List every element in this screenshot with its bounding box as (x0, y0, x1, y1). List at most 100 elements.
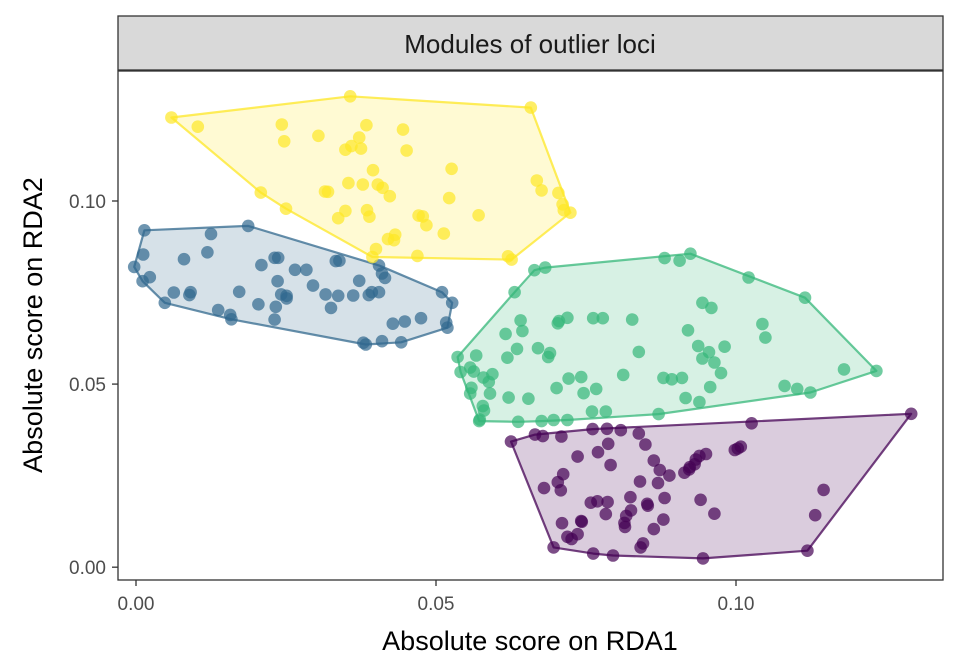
data-point (600, 422, 614, 436)
data-point (505, 253, 518, 266)
data-point (673, 254, 686, 267)
data-point (530, 174, 544, 187)
data-point (445, 296, 459, 310)
data-point (804, 386, 817, 399)
x-tick-label: 0.10 (718, 594, 755, 615)
data-point (699, 447, 713, 461)
chart-title: Modules of outlier loci (404, 29, 655, 59)
data-point (561, 413, 574, 427)
data-point (538, 261, 552, 274)
data-point (177, 252, 191, 266)
data-point (383, 189, 397, 203)
data-point (575, 515, 589, 529)
data-point (535, 414, 548, 428)
data-point (300, 263, 313, 277)
data-point (639, 438, 652, 451)
data-point (165, 111, 178, 124)
data-point (718, 340, 731, 354)
data-point (632, 345, 646, 359)
data-point (442, 191, 456, 205)
data-point (437, 227, 451, 240)
data-point (435, 285, 449, 299)
data-point (255, 258, 268, 272)
data-point (254, 186, 268, 199)
data-point (360, 118, 373, 132)
data-point (599, 405, 613, 418)
y-tick-label: 0.00 (69, 558, 106, 579)
data-point (191, 120, 205, 133)
data-point (571, 450, 584, 463)
data-point (691, 339, 705, 353)
panel-border (117, 70, 944, 581)
data-point (742, 271, 755, 284)
data-point (543, 346, 557, 360)
data-point (508, 285, 521, 299)
data-point (817, 483, 830, 497)
data-point (516, 324, 529, 338)
data-point (445, 162, 458, 176)
data-point (269, 300, 283, 314)
data-point (618, 516, 631, 530)
data-point (143, 270, 157, 284)
data-point (652, 407, 665, 421)
data-point (510, 342, 524, 356)
data-point (689, 453, 703, 466)
data-point (366, 163, 380, 177)
data-point (550, 381, 563, 395)
data-point (184, 285, 197, 299)
data-point (271, 251, 285, 265)
data-point (658, 251, 671, 265)
data-point (472, 209, 485, 222)
data-point (279, 202, 293, 215)
data-point (808, 508, 822, 522)
data-point (472, 414, 486, 428)
data-point (705, 301, 718, 315)
data-point (343, 90, 357, 103)
data-point (555, 516, 569, 530)
data-point (584, 496, 598, 510)
data-point (232, 285, 246, 299)
data-point (352, 131, 366, 144)
points-layer (127, 90, 918, 565)
data-point (904, 407, 918, 421)
data-point (454, 365, 467, 379)
data-point (371, 178, 385, 191)
data-point (552, 314, 566, 328)
data-point (658, 491, 671, 505)
data-point (536, 429, 550, 443)
data-point (714, 366, 728, 380)
data-point (535, 184, 548, 197)
data-point (837, 363, 851, 376)
data-point (414, 311, 428, 325)
data-point (167, 286, 181, 299)
data-point (552, 186, 565, 200)
data-point (537, 481, 551, 495)
data-point (319, 288, 332, 301)
data-point (400, 144, 413, 157)
data-point (339, 143, 352, 156)
data-point (657, 513, 670, 526)
data-point (483, 387, 497, 400)
data-point (324, 301, 338, 315)
data-point (675, 371, 689, 385)
data-point (574, 370, 588, 384)
data-point (375, 334, 389, 348)
data-point (531, 341, 545, 355)
data-point (499, 327, 512, 341)
x-tick-label: 0.00 (118, 594, 155, 615)
data-point (632, 427, 646, 440)
data-point (482, 375, 496, 389)
data-point (555, 430, 568, 443)
data-point (306, 279, 320, 292)
data-point (651, 476, 665, 490)
data-point (756, 317, 769, 331)
data-point (501, 351, 514, 365)
data-point (394, 336, 408, 349)
data-point (467, 365, 481, 378)
data-point (702, 345, 716, 359)
data-point (693, 395, 706, 409)
data-point (502, 391, 515, 404)
data-point (586, 422, 599, 436)
data-point (211, 303, 225, 317)
